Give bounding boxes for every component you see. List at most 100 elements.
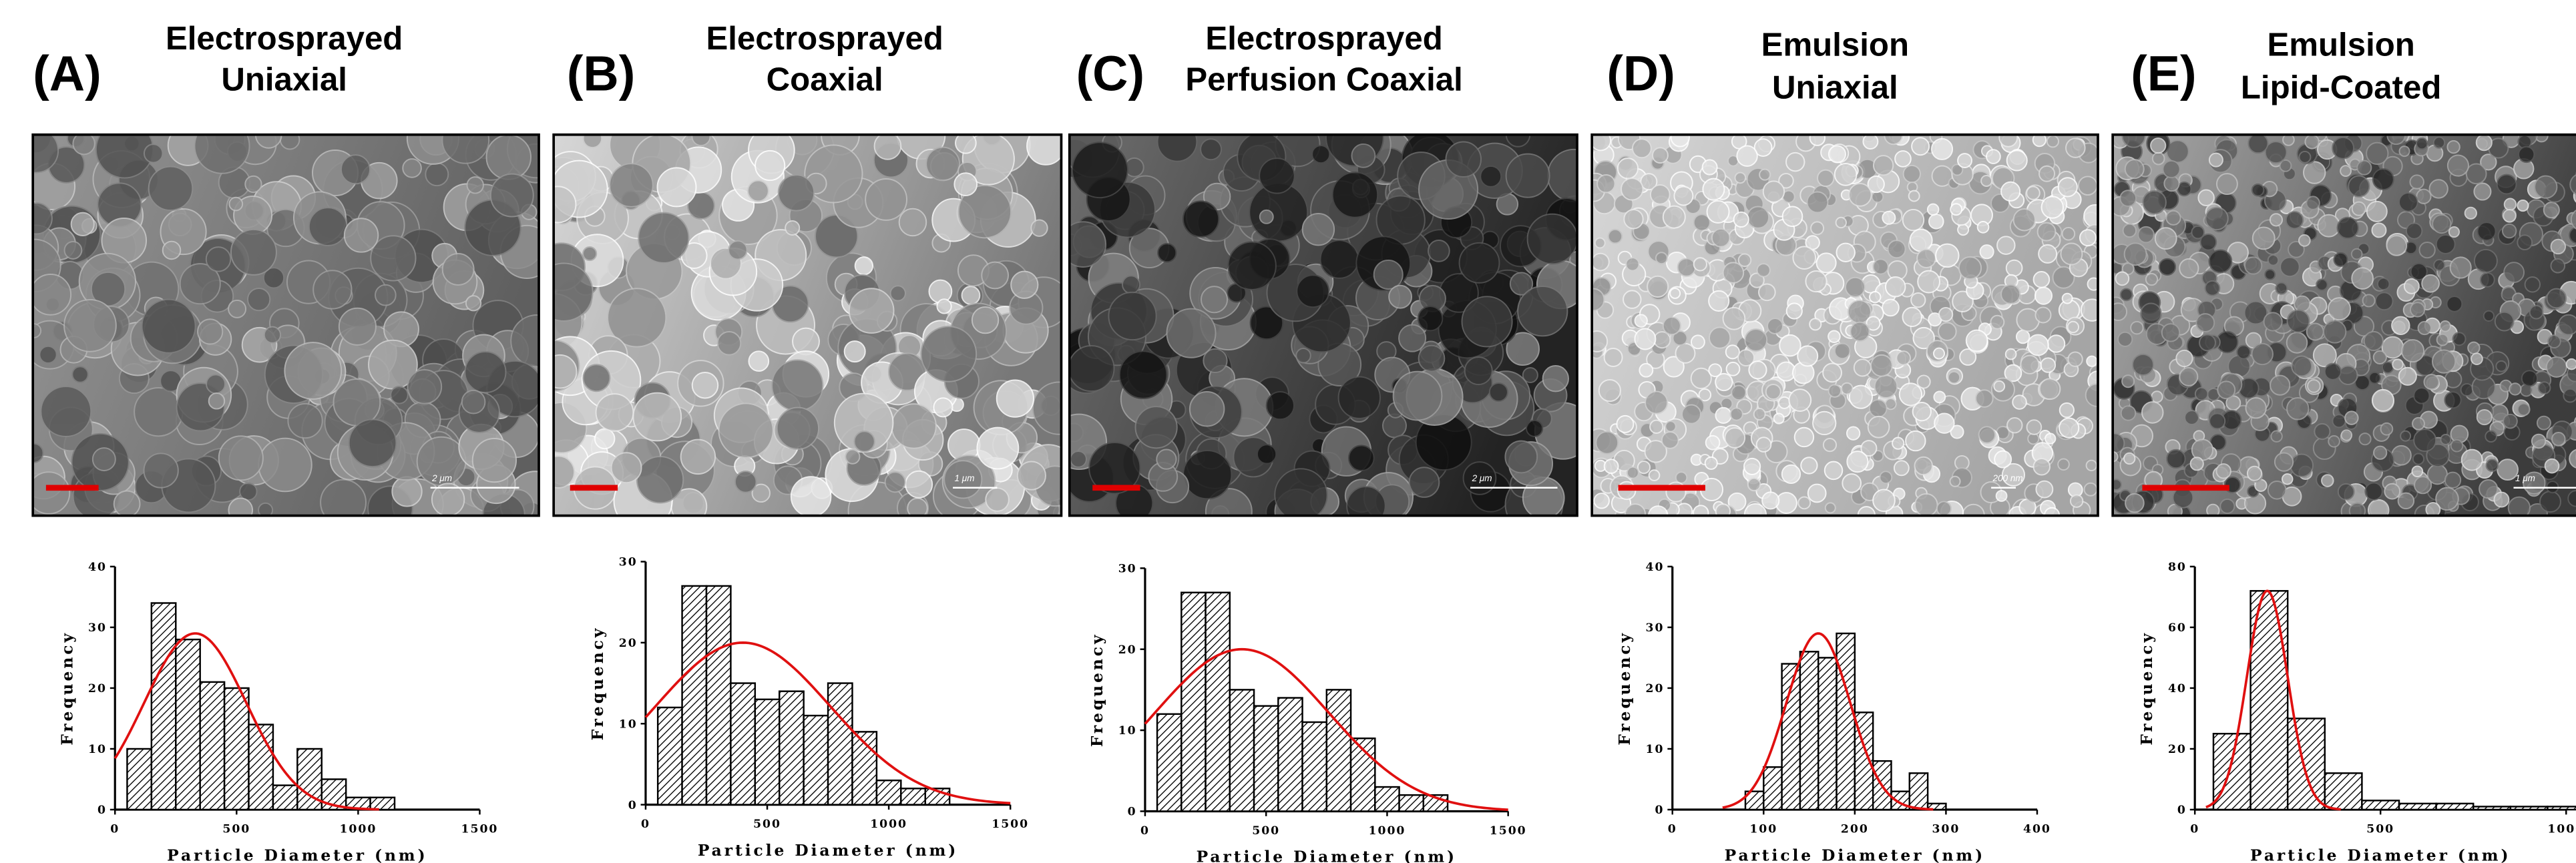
particle xyxy=(2246,465,2263,481)
particle xyxy=(1905,430,1926,452)
particle xyxy=(1596,174,1616,194)
particle xyxy=(1639,362,1654,378)
y-tick-label: 0 xyxy=(1655,804,1664,817)
particle xyxy=(1758,283,1776,302)
particle xyxy=(1792,246,1817,270)
particle xyxy=(1706,200,1730,224)
particle xyxy=(2034,306,2052,324)
panel: (C) Electrosprayed Perfusion Coaxial 2 μm 0 1… xyxy=(1068,20,1578,863)
particle xyxy=(2285,211,2304,230)
particle xyxy=(2337,483,2355,501)
particle xyxy=(485,134,531,180)
micrograph-frame xyxy=(2111,133,2576,517)
histogram-bar xyxy=(2324,772,2363,811)
particle xyxy=(2485,459,2499,473)
particle xyxy=(953,172,978,196)
particle xyxy=(1645,390,1669,414)
particle xyxy=(2290,453,2314,478)
particle xyxy=(2113,302,2128,321)
particle xyxy=(898,208,927,237)
particle xyxy=(71,366,89,383)
particle xyxy=(90,271,126,307)
particle xyxy=(2570,210,2576,230)
particle xyxy=(2524,276,2541,293)
histogram-bar xyxy=(1374,786,1400,812)
particle xyxy=(143,143,164,164)
particle xyxy=(1902,208,1925,232)
particle xyxy=(2503,208,2517,223)
particle xyxy=(1704,456,1718,470)
histogram-bar xyxy=(1229,689,1255,812)
particle xyxy=(2464,206,2477,220)
particle xyxy=(1592,134,1612,152)
particle xyxy=(2137,226,2155,244)
particle xyxy=(1715,406,1732,424)
particle xyxy=(2476,409,2493,426)
particle xyxy=(1182,200,1220,238)
particle xyxy=(228,497,254,516)
particle xyxy=(1134,406,1178,449)
particle xyxy=(776,406,820,450)
particle xyxy=(1675,471,1688,484)
histogram-bar xyxy=(1799,651,1819,811)
particle xyxy=(2145,272,2159,286)
particle xyxy=(2332,136,2355,160)
y-tick-label: 30 xyxy=(88,621,107,635)
particle xyxy=(2416,137,2428,150)
particle xyxy=(755,150,786,182)
particle xyxy=(1708,363,1723,378)
particle xyxy=(1200,286,1229,314)
particle xyxy=(1274,468,1328,516)
particle xyxy=(2368,371,2381,384)
particle xyxy=(2166,449,2186,469)
panel-title: Perfusion Coaxial xyxy=(1185,61,1462,97)
particle xyxy=(1593,493,1610,509)
histogram-bar xyxy=(1398,794,1425,812)
particle xyxy=(1882,298,1900,317)
particle xyxy=(1986,149,2001,164)
particle xyxy=(312,270,353,310)
particle xyxy=(2209,412,2226,430)
particle xyxy=(1840,382,1854,395)
particle xyxy=(2083,204,2099,228)
particle xyxy=(1542,365,1569,392)
particle xyxy=(2179,258,2199,279)
particle xyxy=(928,279,953,304)
histogram-bar xyxy=(754,698,781,806)
particle xyxy=(2251,342,2274,366)
particle xyxy=(2477,222,2497,242)
particle xyxy=(1526,213,1578,265)
particle xyxy=(2467,341,2481,354)
particle xyxy=(1743,457,1761,476)
histogram-bar xyxy=(1744,790,1765,811)
particle xyxy=(2495,360,2507,372)
particle xyxy=(2046,135,2059,148)
particle xyxy=(197,318,224,345)
particle xyxy=(2539,491,2561,513)
particle xyxy=(1753,408,1766,421)
particle xyxy=(2165,210,2181,226)
particle xyxy=(2077,176,2098,196)
particle xyxy=(981,261,1010,290)
y-tick-label: 10 xyxy=(619,717,638,731)
particle xyxy=(1505,153,1550,198)
panel-title: Electrosprayed xyxy=(706,20,943,57)
histogram-bar xyxy=(1253,705,1279,812)
particle xyxy=(680,439,716,475)
particle xyxy=(2298,150,2312,164)
particle xyxy=(1842,473,1862,493)
particle xyxy=(1069,221,1107,268)
particle xyxy=(907,497,928,516)
particle xyxy=(1767,318,1783,334)
particle xyxy=(748,350,770,372)
particle xyxy=(1951,164,1964,176)
particle xyxy=(2236,344,2251,360)
histogram-bar xyxy=(656,706,683,806)
particle xyxy=(375,284,397,306)
particle xyxy=(2119,190,2137,208)
particle xyxy=(1871,190,1884,204)
particle xyxy=(1835,216,1847,229)
particle xyxy=(2131,353,2155,376)
particle xyxy=(1026,134,1062,166)
particle xyxy=(2550,238,2567,255)
